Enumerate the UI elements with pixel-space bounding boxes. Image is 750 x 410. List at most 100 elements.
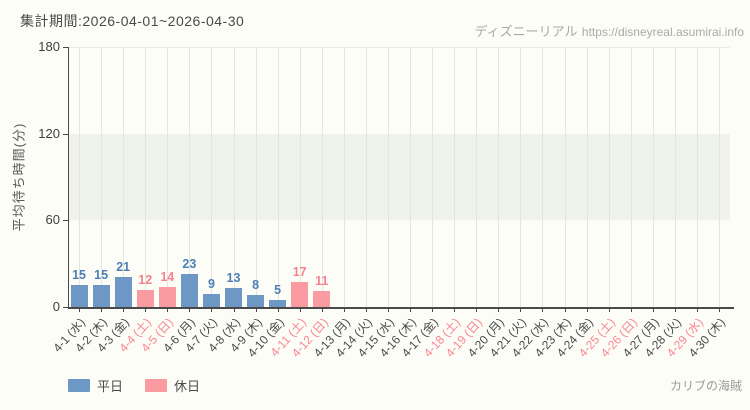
vgridline [696, 47, 698, 307]
bar-value-label: 21 [116, 259, 131, 274]
vgridline [365, 47, 367, 307]
y-tick-label: 0 [52, 299, 60, 314]
bar-value-label: 15 [72, 268, 86, 283]
bar-4-10 [269, 299, 287, 307]
legend: 平日 休日 [68, 376, 222, 395]
bar-value-label: 5 [274, 282, 282, 297]
bar-4-3 [114, 276, 132, 307]
x-tick [189, 307, 191, 312]
x-tick [101, 307, 103, 312]
x-tick [630, 307, 632, 312]
bar-value-label: 12 [138, 272, 153, 287]
x-tick [542, 307, 544, 312]
bar-value-label: 15 [94, 268, 109, 283]
y-tick [63, 307, 68, 308]
vgridline [630, 47, 632, 307]
site-url: https://disneyreal.asumirai.info [581, 25, 744, 39]
x-tick [321, 307, 323, 312]
bar-value-label: 14 [160, 269, 175, 284]
vgridline [211, 47, 213, 307]
x-tick [476, 307, 478, 312]
weekday-color-swatch [68, 379, 90, 392]
bar-4-12 [313, 291, 331, 307]
bar-4-11 [291, 282, 309, 307]
y-tick-label: 120 [38, 125, 60, 141]
x-tick [586, 307, 588, 312]
bar-value-label: 11 [315, 274, 329, 289]
x-tick [387, 307, 389, 312]
x-tick [79, 307, 81, 312]
x-tick [211, 307, 213, 312]
aggregation-period-label: 集計期間:2026-04-01~2026-04-30 [20, 13, 245, 29]
bar-value-label: 17 [292, 265, 307, 280]
bar-4-2 [92, 285, 110, 307]
x-tick [233, 307, 235, 312]
legend-item-weekday: 平日 [68, 376, 123, 395]
vgridline [542, 47, 544, 307]
x-tick [498, 307, 500, 312]
vgridline [454, 47, 456, 307]
vgridline [652, 47, 654, 307]
bar-value-label: 8 [252, 278, 260, 293]
x-tick [277, 307, 279, 312]
legend-item-holiday: 休日 [145, 376, 200, 395]
bar-value-label: 13 [226, 271, 241, 286]
y-band-60-120 [68, 133, 730, 221]
vgridline [498, 47, 500, 307]
vgridline [123, 47, 125, 307]
vgridline [277, 47, 279, 307]
bar-4-4 [136, 289, 154, 307]
vgridline [608, 47, 610, 307]
vgridline [101, 47, 103, 307]
vgridline [387, 47, 389, 307]
vgridline [321, 47, 323, 307]
bar-value-label: 9 [207, 277, 215, 291]
x-tick [520, 307, 522, 312]
vgridline [233, 47, 235, 307]
y-axis-line [68, 47, 69, 307]
vgridline [79, 47, 81, 307]
x-tick [718, 307, 720, 312]
bar-4-5 [158, 286, 176, 307]
x-tick [652, 307, 654, 312]
x-tick [410, 307, 412, 312]
vgridline [343, 47, 345, 307]
bar-4-6 [180, 273, 198, 307]
x-tick [167, 307, 169, 312]
x-tick [696, 307, 698, 312]
vgridline [299, 47, 301, 307]
x-tick [564, 307, 566, 312]
x-tick [123, 307, 125, 312]
x-tick [145, 307, 147, 312]
vgridline [255, 47, 257, 307]
x-tick [343, 307, 345, 312]
x-tick [255, 307, 257, 312]
y-tick [63, 47, 68, 48]
legend-label-holiday: 休日 [174, 379, 201, 394]
vgridline [564, 47, 566, 307]
x-tick [608, 307, 610, 312]
site-brand-name: ディズニーリアル [474, 24, 578, 39]
vgridline [189, 47, 191, 307]
site-watermark: ディズニーリアル https://disneyreal.asumirai.inf… [475, 21, 745, 41]
vgridline [674, 47, 676, 307]
attraction-name: カリブの海賊 [669, 379, 742, 393]
bar-4-9 [247, 295, 265, 307]
vgridline [432, 47, 434, 307]
vgridline [718, 47, 720, 307]
bar-4-8 [225, 288, 242, 307]
x-tick [299, 307, 301, 312]
x-tick [454, 307, 456, 312]
hgridline-180 [68, 47, 730, 48]
vgridline [410, 47, 412, 307]
vgridline [586, 47, 588, 307]
x-tick [432, 307, 434, 312]
vgridline [476, 47, 478, 307]
x-tick [674, 307, 676, 312]
bar-4-7 [202, 294, 220, 307]
y-tick [63, 220, 68, 222]
x-tick [365, 307, 367, 312]
vgridline [520, 47, 522, 307]
